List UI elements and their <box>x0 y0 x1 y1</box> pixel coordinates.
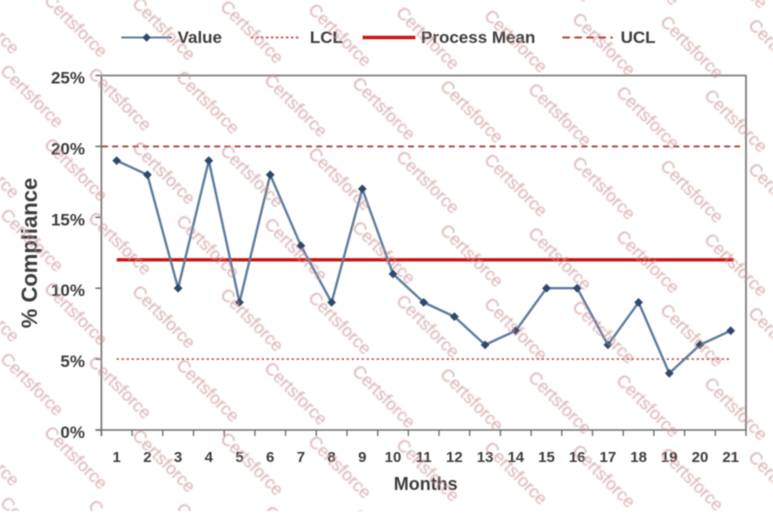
svg-text:UCL: UCL <box>621 28 656 47</box>
svg-text:20: 20 <box>692 449 709 466</box>
svg-text:9: 9 <box>358 449 366 466</box>
svg-text:25%: 25% <box>51 69 85 88</box>
svg-text:5%: 5% <box>60 352 85 371</box>
svg-text:7: 7 <box>297 449 305 466</box>
svg-text:18: 18 <box>630 449 647 466</box>
svg-text:6: 6 <box>266 449 274 466</box>
svg-text:12: 12 <box>446 449 463 466</box>
svg-text:21: 21 <box>722 449 739 466</box>
svg-text:4: 4 <box>205 449 214 466</box>
svg-text:1: 1 <box>113 449 121 466</box>
svg-text:15%: 15% <box>51 210 85 229</box>
svg-text:15: 15 <box>538 449 555 466</box>
